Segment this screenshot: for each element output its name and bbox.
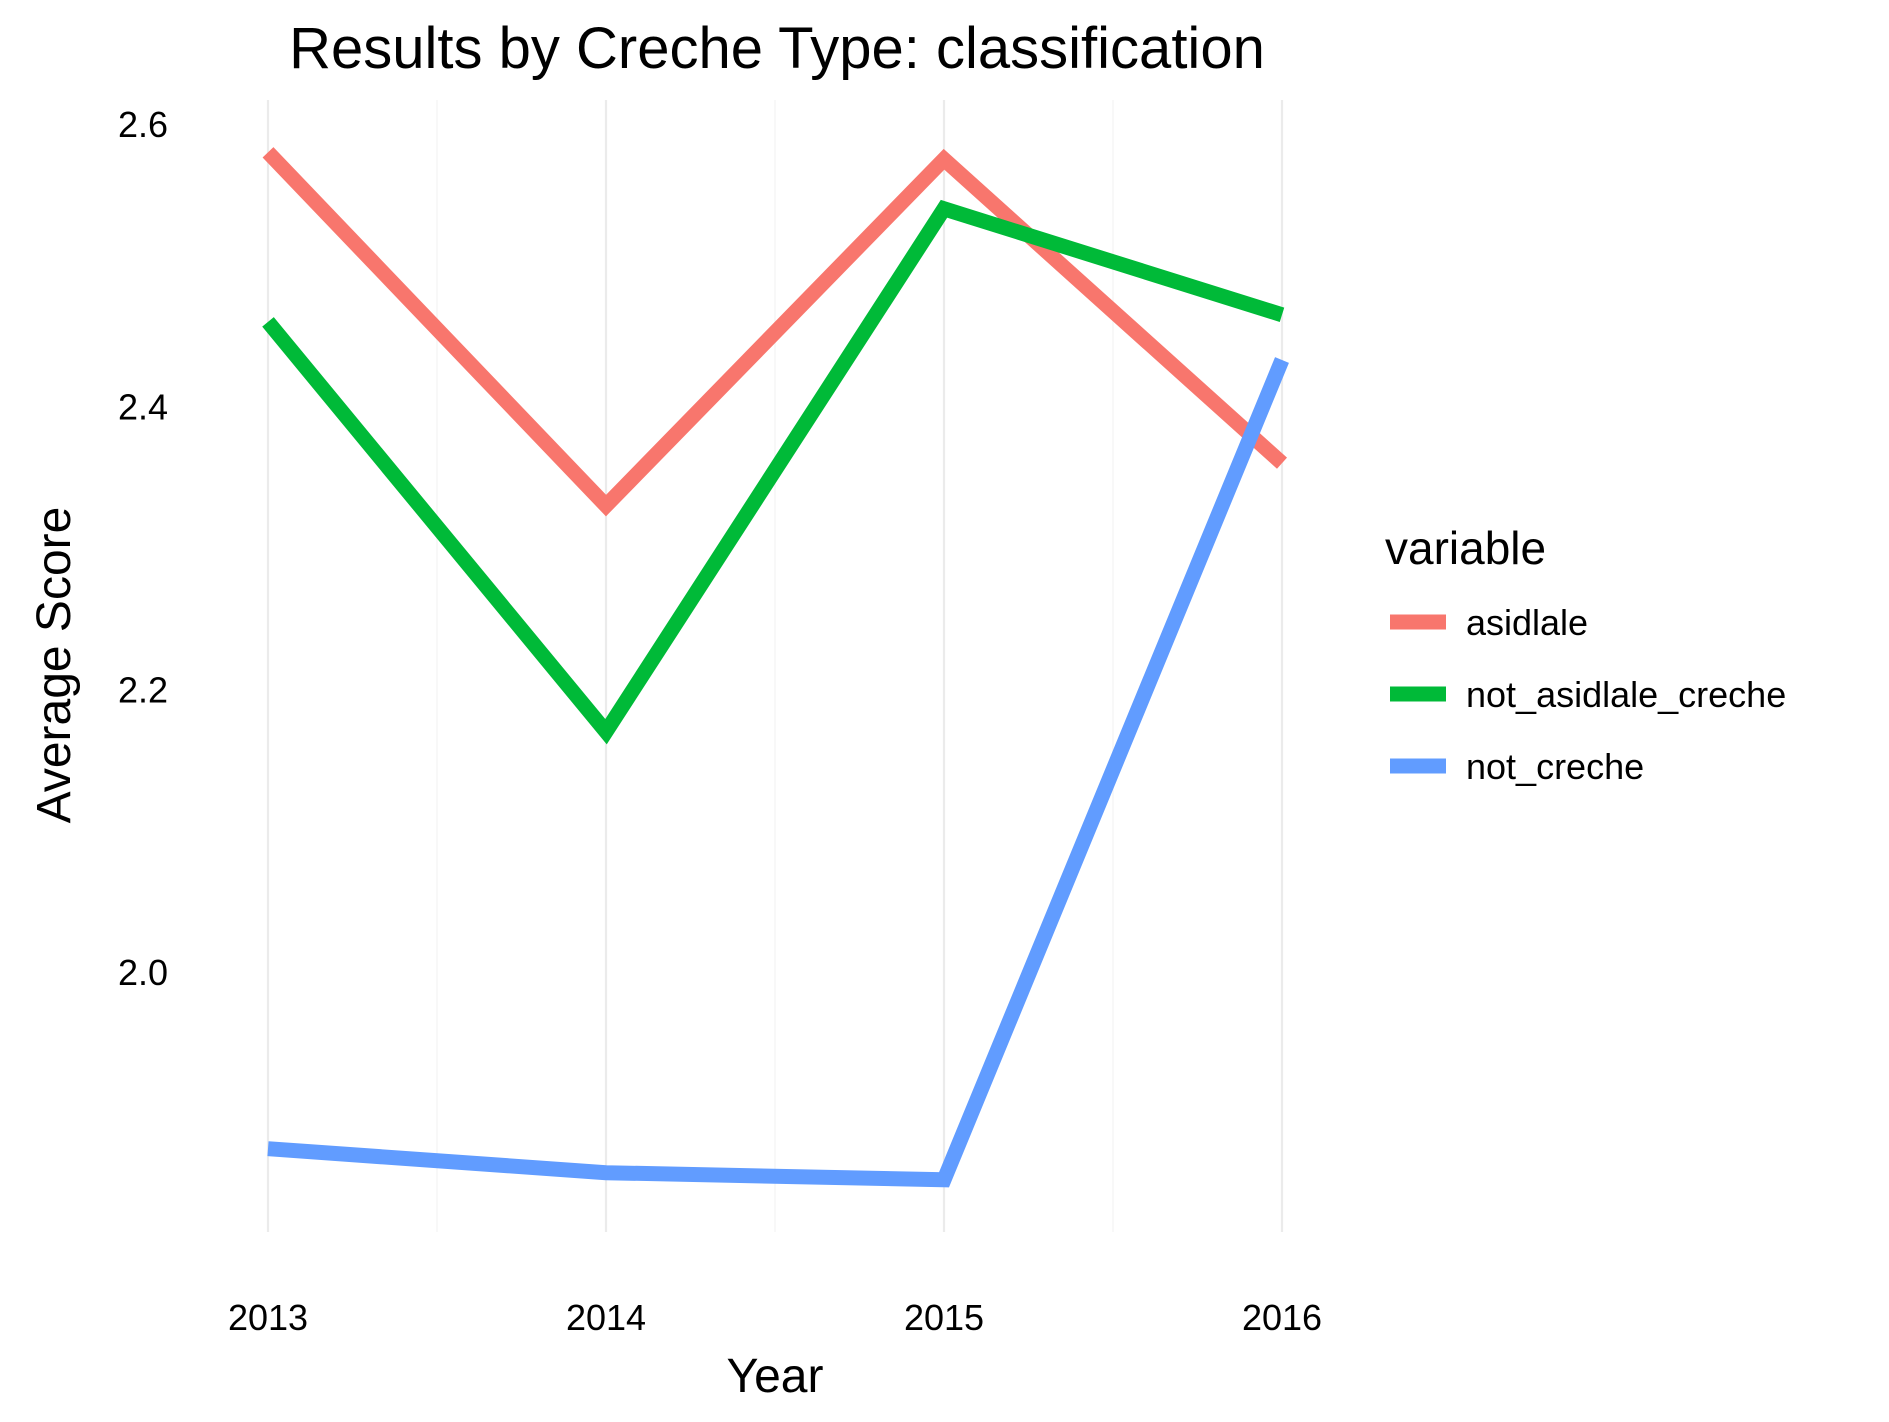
x-tick-label: 2013 <box>228 1297 308 1338</box>
legend-label: not_creche <box>1466 746 1644 787</box>
legend-item-not-creche: not_creche <box>1390 746 1644 787</box>
legend-item-not-asidlale-creche: not_asidlale_creche <box>1390 674 1786 715</box>
grid <box>266 100 1284 1232</box>
x-tick-label: 2016 <box>1242 1297 1322 1338</box>
series-line-asidlale <box>262 147 1288 517</box>
x-axis-ticks: 2013 2014 2015 2016 <box>228 1297 1322 1338</box>
series-line-not-creche <box>267 357 1289 1188</box>
legend-label: asidlale <box>1466 602 1588 643</box>
x-tick-label: 2014 <box>566 1297 646 1338</box>
legend-item-asidlale: asidlale <box>1390 602 1588 643</box>
y-tick-label: 2.2 <box>118 669 168 710</box>
y-axis-title: Average Score <box>28 507 81 824</box>
series-line-not-asidlale-creche <box>262 199 1285 745</box>
chart-title: Results by Creche Type: classification <box>289 16 1265 81</box>
x-axis-title: Year <box>727 1350 824 1403</box>
x-tick-label: 2015 <box>904 1297 984 1338</box>
y-tick-label: 2.0 <box>118 952 168 993</box>
legend-title: variable <box>1385 522 1546 574</box>
y-tick-label: 2.4 <box>118 387 168 428</box>
y-tick-label: 2.6 <box>118 104 168 145</box>
series-lines <box>262 147 1289 1188</box>
y-axis-ticks: 2.0 2.2 2.4 2.6 <box>118 104 168 993</box>
legend-label: not_asidlale_creche <box>1466 674 1786 715</box>
legend: variable asidlale not_asidlale_creche not_… <box>1385 522 1786 787</box>
legend-items: asidlale not_asidlale_creche not_creche <box>1390 602 1786 787</box>
